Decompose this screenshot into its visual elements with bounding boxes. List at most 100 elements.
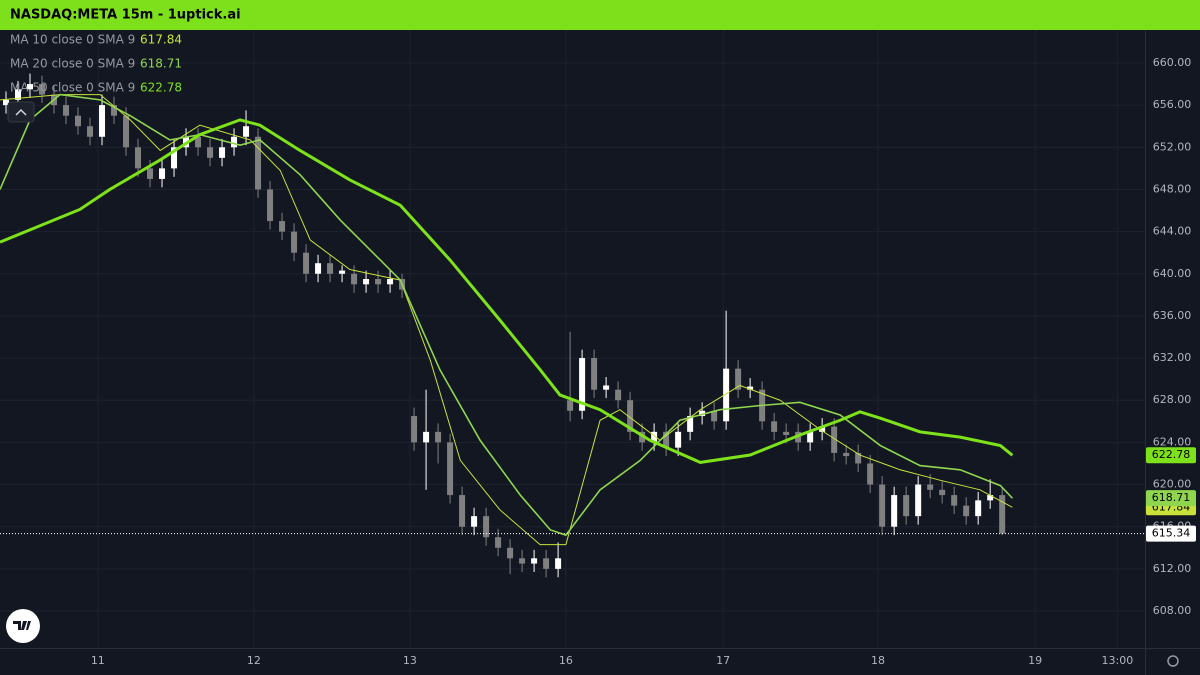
candle-body (855, 452, 862, 464)
candle-body (243, 126, 250, 137)
price-label-box (1146, 525, 1196, 542)
candle-body (699, 410, 706, 417)
candle-body (135, 147, 142, 169)
y-tick-label: 620.00 (1153, 478, 1192, 491)
x-tick-label: 17 (716, 654, 730, 667)
candle-body (3, 99, 10, 106)
candle-body (279, 221, 286, 232)
candle-body (483, 516, 490, 538)
candle-body (411, 416, 418, 443)
candle-body (975, 500, 982, 517)
candle-body (891, 495, 898, 527)
candle-body (339, 270, 346, 274)
candle-body (99, 105, 106, 137)
legend-name: MA 20 close 0 SMA 9 (10, 57, 135, 71)
candle-body (987, 495, 994, 501)
candle-body (423, 431, 430, 443)
candle-body (75, 115, 82, 127)
x-tick-label: 16 (559, 654, 573, 667)
plot (0, 30, 1145, 648)
candle-body (675, 431, 682, 448)
candle-body (711, 410, 718, 422)
candle-body (147, 168, 154, 179)
candle-body (867, 463, 874, 485)
candle-body (903, 495, 910, 517)
overlay: 608.00612.00616.00620.00624.00628.00632.… (10, 33, 1196, 667)
candle-body (843, 452, 850, 457)
y-tick-label: 640.00 (1153, 267, 1192, 280)
ma-line (0, 93, 1013, 537)
candle-body (351, 273, 358, 285)
candle-body (387, 279, 394, 285)
candle-body (819, 426, 826, 432)
candle-body (615, 389, 622, 401)
ma-axis-label: 622.78 (1152, 448, 1191, 461)
candle-body (123, 115, 130, 148)
y-tick-label: 648.00 (1153, 182, 1192, 195)
header-bar (0, 0, 1200, 30)
candle-body (495, 537, 502, 548)
y-tick-label: 644.00 (1153, 225, 1192, 238)
candle-body (291, 231, 298, 253)
logo-mark (13, 621, 31, 630)
y-tick-label: 628.00 (1153, 393, 1192, 406)
candle-body (651, 431, 658, 443)
candle-body (195, 136, 202, 148)
y-tick-label: 624.00 (1153, 435, 1192, 448)
candle-body (531, 558, 538, 564)
ma-axis-label: 618.71 (1152, 491, 1191, 504)
y-tick-label: 652.00 (1153, 140, 1192, 153)
candle-body (963, 505, 970, 517)
candle-body (543, 558, 550, 569)
settings-icon[interactable] (1167, 655, 1179, 667)
y-tick-label: 660.00 (1153, 56, 1192, 69)
candle-body (783, 431, 790, 436)
candle-body (951, 495, 958, 506)
candle-body (627, 400, 634, 432)
candle-body (39, 84, 46, 95)
candle-body (687, 416, 694, 432)
candle-body (591, 358, 598, 390)
legend-value: 622.78 (140, 81, 182, 95)
y-tick-label: 656.00 (1153, 98, 1192, 111)
x-tick-label: 18 (871, 654, 885, 667)
candle-body (63, 105, 70, 116)
candle-body (507, 547, 514, 559)
candle-body (915, 484, 922, 517)
y-tick-label: 632.00 (1153, 351, 1192, 364)
chart-title: NASDAQ:META 15m - 1uptick.ai (10, 8, 241, 23)
ma-axis-label-box (1146, 490, 1196, 507)
candle-body (471, 516, 478, 527)
candle-body (771, 421, 778, 432)
legend-value: 618.71 (140, 57, 182, 71)
ma-axis-label-box (1146, 447, 1196, 464)
x-tick-label: 11 (91, 654, 105, 667)
candle-body (747, 386, 754, 390)
legend-name: MA 10 close 0 SMA 9 (10, 33, 135, 47)
collapse-button[interactable] (7, 101, 35, 123)
candle-body (723, 368, 730, 422)
y-tick-label: 612.00 (1153, 562, 1192, 575)
candle-body (327, 263, 334, 274)
candle-body (735, 368, 742, 390)
candle-body (879, 484, 886, 527)
y-tick-label: 636.00 (1153, 309, 1192, 322)
candle-body (111, 105, 118, 116)
candle-body (603, 385, 610, 390)
candle-body (927, 484, 934, 490)
x-tick-label: 19 (1028, 654, 1042, 667)
candle-body (459, 495, 466, 527)
candle-body (555, 558, 562, 569)
candle-body (267, 189, 274, 222)
ma-line (0, 118, 1014, 464)
x-tick-label: 12 (247, 654, 261, 667)
candle-body (87, 126, 94, 137)
candle-body (303, 252, 310, 274)
candle-body (831, 426, 838, 453)
candle-body (171, 147, 178, 169)
candle-body (807, 431, 814, 443)
candle-body (363, 279, 370, 285)
